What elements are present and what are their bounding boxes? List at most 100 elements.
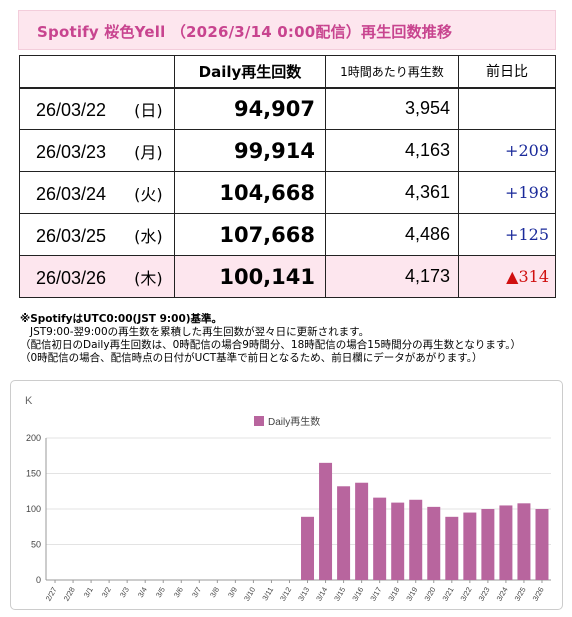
row-date: 26/03/24 (火): [19, 171, 175, 214]
y-tick-label: 0: [36, 575, 41, 585]
x-tick-label: 3/22: [458, 586, 473, 603]
bar: [337, 486, 351, 580]
note-line: （0時配信の場合、配信時点の日付がUCT基準で前日となるため、前日欄にデータがあ…: [20, 352, 483, 364]
x-tick-label: 3/11: [260, 586, 275, 603]
row-daily-count: 94,907: [174, 87, 326, 130]
row-daily-count: 100,141: [174, 255, 326, 298]
row-date: 26/03/22 (日): [19, 87, 175, 130]
x-tick-label: 3/2: [100, 586, 113, 600]
note-line: （配信初日のDaily再生回数は、0時配信の場合9時間分、18時配信の場合15時…: [20, 339, 522, 351]
page-title: Spotify 桜色Yell （2026/3/14 0:00配信）再生回数推移: [37, 23, 453, 41]
row-date: 26/03/23 (月): [19, 129, 175, 172]
x-tick-label: 2/27: [44, 586, 59, 603]
x-tick-label: 3/14: [314, 586, 329, 603]
bar: [373, 497, 387, 580]
row-per-hour: 4,163: [325, 129, 459, 172]
x-tick-label: 3/26: [531, 586, 546, 603]
x-tick-label: 3/4: [136, 586, 149, 600]
row-diff: +198: [458, 171, 556, 214]
table-header-row: Daily再生回数 1時間あたり再生数 前日比: [19, 55, 556, 88]
bar: [481, 509, 495, 580]
legend-swatch: [254, 416, 264, 426]
header-diff: 前日比: [458, 55, 556, 88]
row-per-hour: 4,361: [325, 171, 459, 214]
x-tick-label: 3/13: [296, 586, 311, 603]
row-daily-count: 104,668: [174, 171, 326, 214]
x-tick-label: 3/7: [190, 586, 203, 600]
x-tick-label: 3/1: [82, 586, 95, 600]
footnotes: ※SpotifyはUTC0:00(JST 9:00)基準。 JST9:00-翌9…: [20, 313, 560, 365]
date-text: 26/03/25: [36, 225, 107, 246]
unit-label: K: [25, 395, 33, 407]
x-tick-label: 3/10: [242, 586, 257, 603]
bar: [499, 505, 513, 580]
legend: Daily再生数: [254, 415, 320, 428]
date-text: 26/03/22: [36, 99, 107, 120]
y-tick-label: 100: [26, 504, 41, 514]
table-row-latest: 26/03/26 (木) 100,141 4,173 ▲314: [19, 255, 556, 298]
x-tick-label: 3/17: [368, 586, 383, 603]
table-row: 26/03/23 (月) 99,914 4,163 +209: [19, 129, 556, 172]
row-date: 26/03/26 (木): [19, 255, 175, 298]
bar: [319, 462, 333, 580]
note-line: ※SpotifyはUTC0:00(JST 9:00)基準。: [20, 313, 223, 325]
x-tick-label: 3/20: [422, 586, 437, 603]
bar: [445, 516, 459, 580]
x-tick-label: 3/15: [332, 586, 347, 603]
x-tick-label: 3/23: [477, 586, 492, 603]
x-tick-label: 2/28: [62, 586, 77, 603]
header-per-hour: 1時間あたり再生数: [325, 55, 459, 88]
bar: [409, 499, 423, 580]
chart-panel: K Daily再生数 0 50 100 150 200 2/27 2/28 3/1 3/2 3/3 3/…: [10, 380, 563, 610]
x-tick-label: 3/9: [226, 586, 239, 600]
header-daily: Daily再生回数: [174, 55, 326, 88]
x-tick-label: 3/8: [208, 586, 221, 600]
weekday-text: (日): [134, 100, 163, 120]
y-tick-label: 200: [26, 433, 41, 443]
x-tick-label: 3/25: [513, 586, 528, 603]
x-tick-label: 3/24: [495, 586, 510, 603]
row-date: 26/03/25 (水): [19, 213, 175, 256]
row-per-hour: 3,954: [325, 87, 459, 130]
x-tick-label: 3/6: [172, 586, 185, 600]
row-diff: +209: [458, 129, 556, 172]
row-per-hour: 4,486: [325, 213, 459, 256]
row-daily-count: 99,914: [174, 129, 326, 172]
table-row: 26/03/22 (日) 94,907 3,954: [19, 87, 556, 130]
row-diff: +125: [458, 213, 556, 256]
x-tick-label: 3/3: [118, 586, 131, 600]
bar: [427, 506, 441, 580]
title-banner: Spotify 桜色Yell （2026/3/14 0:00配信）再生回数推移: [18, 10, 556, 50]
note-line: JST9:00-翌9:00の再生数を累積した再生回数が翌々日に更新されます。: [30, 326, 370, 338]
weekday-text: (木): [134, 268, 163, 288]
x-tick-label: 3/5: [154, 586, 167, 600]
bar: [301, 516, 315, 580]
x-tick-label: 3/18: [386, 586, 401, 603]
x-tick-label: 3/16: [350, 586, 365, 603]
row-daily-count: 107,668: [174, 213, 326, 256]
row-diff: [458, 87, 556, 130]
bar: [463, 512, 477, 580]
x-tick-label: 3/19: [404, 586, 419, 603]
y-tick-label: 50: [31, 540, 41, 550]
date-text: 26/03/23: [36, 141, 107, 162]
table-row: 26/03/25 (水) 107,668 4,486 +125: [19, 213, 556, 256]
bar: [355, 482, 369, 580]
table-row: 26/03/24 (火) 104,668 4,361 +198: [19, 171, 556, 214]
weekday-text: (月): [134, 142, 163, 162]
x-tick-label: 3/21: [440, 586, 455, 603]
bar: [535, 509, 549, 580]
bar: [391, 502, 405, 580]
row-diff: ▲314: [458, 255, 556, 298]
header-date: [19, 55, 175, 88]
weekday-text: (水): [134, 226, 163, 246]
y-tick-label: 150: [26, 469, 41, 479]
bar: [517, 503, 531, 580]
row-per-hour: 4,173: [325, 255, 459, 298]
legend-label: Daily再生数: [268, 415, 320, 428]
date-text: 26/03/26: [36, 267, 107, 288]
x-tick-label: 3/12: [278, 586, 293, 603]
weekday-text: (火): [134, 184, 163, 204]
play-count-table: Daily再生回数 1時間あたり再生数 前日比 26/03/22 (日) 94,9…: [19, 55, 556, 298]
date-text: 26/03/24: [36, 183, 107, 204]
